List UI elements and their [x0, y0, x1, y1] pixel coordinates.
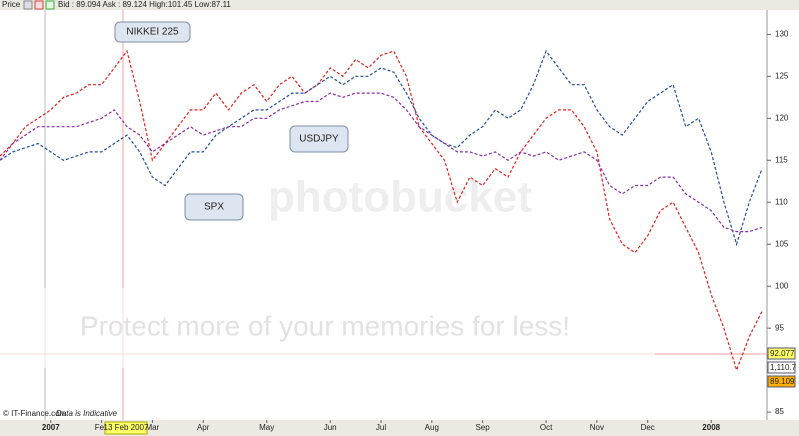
series-callout — [289, 125, 349, 153]
watermark-band — [0, 288, 655, 368]
price-marker — [767, 375, 796, 388]
x-tick-label: Feb — [95, 423, 109, 432]
tool-icon[interactable] — [34, 0, 44, 10]
quote: Bid : 89.094 Ask : 89.124 High:101.45 Lo… — [58, 0, 231, 9]
x-tick-label: Sep — [475, 423, 490, 432]
price-marker — [767, 361, 796, 374]
y-tick-label: 100 — [775, 281, 789, 290]
y-tick-label: 95 — [775, 323, 784, 332]
y-tick-label: 130 — [775, 29, 789, 38]
series-name: NIKKEI 225 — [126, 27, 179, 38]
x-tick-label: Jul — [376, 423, 386, 432]
y-tick-label: 110 — [775, 197, 788, 206]
x-tick-label: Jun — [324, 423, 337, 432]
watermark-brand: photobucket — [268, 173, 532, 222]
series-line — [0, 49, 763, 247]
footer-source: © IT-Finance.com — [3, 409, 67, 418]
x-tick-label: 2008 — [702, 423, 720, 432]
price-marker-label: 1,110.7 — [770, 363, 797, 372]
x-tick-label: Mar — [146, 423, 160, 432]
tool-icon[interactable] — [23, 0, 33, 10]
y-tick-label: 125 — [775, 71, 789, 80]
y-tick-label: 120 — [775, 113, 789, 122]
x-tick-label: Apr — [197, 423, 210, 432]
cursor-date: 13 Feb 2007 — [104, 423, 149, 432]
toolbar — [0, 0, 799, 10]
price-marker-label: 89.109 — [770, 377, 795, 386]
watermark-slogan: Protect more of your memories for less! — [80, 310, 570, 341]
series-line — [0, 49, 763, 372]
x-tick-label: Aug — [425, 423, 439, 432]
x-tick-label: Oct — [540, 423, 553, 432]
y-tick-label: 105 — [775, 239, 789, 248]
y-tick-label: 115 — [775, 155, 788, 164]
footer-note: Data is Indicative — [56, 409, 117, 418]
price-marker — [767, 347, 796, 360]
x-tick-label: Nov — [590, 423, 604, 432]
tool-icon[interactable] — [45, 0, 55, 10]
cursor-date-box — [104, 421, 148, 435]
series-callout — [114, 21, 191, 43]
x-tick-label: Dec — [641, 423, 655, 432]
price-marker-label: 92.077 — [770, 349, 795, 358]
series-name: USDJPY — [299, 134, 339, 145]
series-name: SPX — [204, 202, 224, 213]
x-tick-label: May — [259, 423, 274, 432]
x-axis-bar — [0, 420, 799, 436]
toolbar-label: Price — [2, 0, 21, 9]
series-line — [0, 92, 763, 233]
x-tick-label: 2007 — [42, 423, 60, 432]
y-tick-label: 85 — [775, 407, 784, 416]
series-callout — [184, 193, 244, 221]
